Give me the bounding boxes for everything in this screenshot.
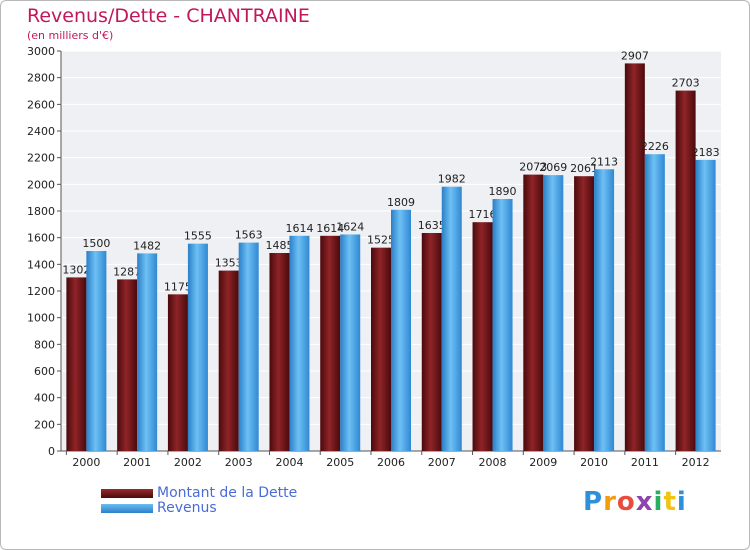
y-tick-label: 2200 [27,152,55,165]
data-label-debt-2007: 1635 [418,219,446,232]
data-label-revenue-2011: 2226 [641,140,669,153]
bar-debt-2009 [523,174,544,451]
bar-debt-2003 [218,270,239,451]
y-tick-label: 800 [34,338,55,351]
bar-revenue-2003 [238,242,259,451]
bar-debt-2002 [167,294,188,451]
logo-letter: x [635,487,654,517]
logo-letter: i [676,487,687,517]
bar-revenue-2011 [644,154,665,451]
bar-revenue-2010 [594,169,615,451]
logo-letter: t [663,487,677,517]
y-tick-label: 3000 [27,45,55,58]
bar-debt-2012 [675,90,696,451]
bar-revenue-2002 [187,243,208,451]
data-label-revenue-2001: 1482 [133,239,161,252]
y-tick-label: 400 [34,392,55,405]
x-tick-label: 2002 [174,456,202,469]
bar-revenue-2006 [391,209,411,451]
x-tick-label: 2007 [428,456,456,469]
y-tick-label: 1800 [27,205,55,218]
y-tick-label: 1200 [27,285,55,298]
y-tick-label: 1400 [27,258,55,271]
y-tick-label: 2000 [27,178,55,191]
x-tick-label: 2012 [682,456,710,469]
bar-debt-2005 [320,235,341,451]
legend-swatch-debt [101,489,153,498]
bar-debt-2007 [421,233,442,451]
data-label-debt-2002: 1175 [164,280,192,293]
data-label-debt-2004: 1485 [265,239,293,252]
bar-revenue-2009 [543,175,564,451]
data-label-revenue-2006: 1809 [387,196,415,209]
bar-debt-2004 [269,253,290,451]
x-tick-label: 2011 [631,456,659,469]
data-label-revenue-2005: 1624 [336,220,364,233]
data-label-revenue-2004: 1614 [285,222,313,235]
bar-revenue-2000 [86,251,107,451]
data-label-debt-2009: 2073 [519,161,547,174]
y-tick-label: 2800 [27,72,55,85]
data-label-debt-2012: 2703 [672,77,700,90]
data-label-debt-2010: 2061 [570,162,598,175]
data-label-revenue-2010: 2113 [590,155,618,168]
y-tick-label: 0 [48,445,55,458]
data-label-debt-2001: 1287 [113,265,141,278]
bar-debt-2008 [472,222,493,451]
data-label-debt-2006: 1525 [367,234,395,247]
legend-label-revenue: Revenus [157,500,217,516]
data-label-debt-2003: 1353 [215,257,243,270]
bar-revenue-2005 [340,234,361,451]
data-label-revenue-2012: 2183 [692,146,720,159]
bar-revenue-2004 [289,235,310,451]
data-label-revenue-2007: 1982 [438,173,466,186]
data-label-revenue-2008: 1890 [489,185,517,198]
y-tick-label: 1000 [27,312,55,325]
y-tick-label: 1600 [27,232,55,245]
x-tick-label: 2000 [72,456,100,469]
data-label-debt-2005: 1614 [316,222,344,235]
logo-letter: o [616,487,636,517]
logo-letter: r [603,487,617,517]
legend-label-debt: Montant de la Dette [157,485,298,501]
chart-subtitle: (en milliers d'€) [27,29,114,42]
x-tick-label: 2005 [326,456,354,469]
x-tick-label: 2008 [479,456,507,469]
bar-revenue-2008 [492,199,513,451]
logo-letter: P [583,487,604,517]
x-tick-label: 2009 [529,456,557,469]
data-label-debt-2011: 2907 [621,49,649,62]
y-tick-label: 2400 [27,125,55,138]
bar-revenue-2007 [441,186,462,451]
data-label-debt-2000: 1302 [62,263,90,276]
y-tick-label: 2600 [27,98,55,111]
chart-title: Revenus/Dette - CHANTRAINE [27,5,310,27]
data-label-debt-2008: 1716 [469,208,497,221]
x-tick-label: 2004 [275,456,303,469]
data-label-revenue-2003: 1563 [235,229,263,242]
y-tick-label: 600 [34,365,55,378]
y-tick-label: 200 [34,418,55,431]
data-label-revenue-2009: 2069 [539,161,567,174]
bar-debt-2000 [66,277,87,451]
bar-debt-2010 [574,176,595,451]
x-tick-label: 2010 [580,456,608,469]
bar-debt-2011 [624,63,645,452]
bar-debt-2006 [371,247,391,451]
bar-revenue-2001 [137,253,158,451]
data-label-revenue-2002: 1555 [184,230,212,243]
bar-revenue-2012 [695,159,716,451]
legend-swatch-revenue [101,504,153,513]
bar-debt-2001 [117,279,138,451]
x-tick-label: 2003 [225,456,253,469]
proxiti-logo: Proxiti [583,487,687,517]
x-tick-label: 2006 [377,456,405,469]
x-tick-label: 2001 [123,456,151,469]
data-label-revenue-2000: 1500 [82,237,110,250]
logo-letter: i [653,487,664,517]
